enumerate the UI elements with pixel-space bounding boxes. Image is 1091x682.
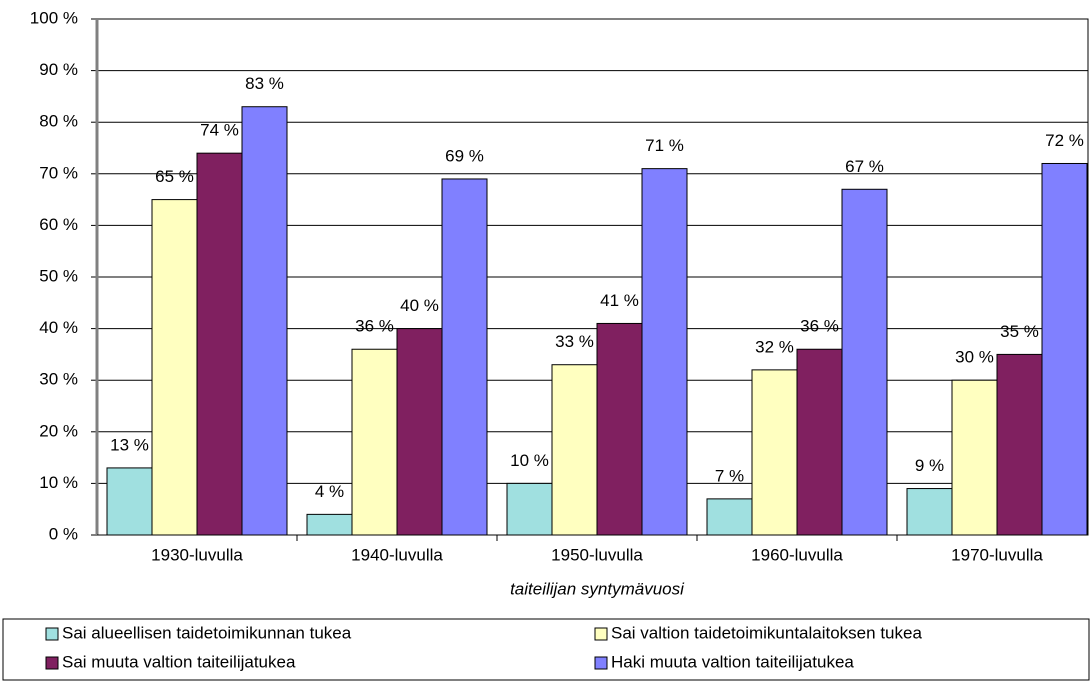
value-label: 13 %: [110, 435, 149, 454]
bar: [506, 482, 553, 536]
bar: [241, 106, 288, 536]
value-label: 69 %: [445, 146, 484, 165]
legend-label: Sai muuta valtion taiteilijatukea: [62, 652, 296, 671]
bar: [351, 348, 398, 536]
bar: [706, 498, 753, 536]
bar: [106, 467, 153, 536]
value-label: 71 %: [645, 136, 684, 155]
value-label: 41 %: [600, 291, 639, 310]
bar: [751, 369, 798, 536]
bar: [151, 199, 198, 536]
bar: [796, 348, 843, 536]
legend-swatch: [594, 627, 608, 641]
value-label: 65 %: [155, 167, 194, 186]
x-tick-label: 1940-luvulla: [351, 545, 443, 564]
x-tick-label: 1960-luvulla: [751, 545, 843, 564]
y-tick-label: 60 %: [39, 215, 78, 234]
y-tick-label: 30 %: [39, 370, 78, 389]
value-label: 4 %: [315, 482, 344, 501]
bar: [1041, 162, 1088, 536]
value-label: 83 %: [245, 74, 284, 93]
legend-box: [2, 618, 1090, 681]
y-tick-label: 100 %: [30, 8, 78, 27]
value-label: 10 %: [510, 451, 549, 470]
value-label: 67 %: [845, 157, 884, 176]
x-tick-label: 1930-luvulla: [151, 545, 243, 564]
y-tick-label: 50 %: [39, 266, 78, 285]
legend-label: Sai alueellisen taidetoimikunnan tukea: [62, 623, 352, 642]
legend-swatch: [594, 656, 608, 670]
y-tick-label: 70 %: [39, 163, 78, 182]
value-label: 30 %: [955, 348, 994, 367]
y-tick-label: 80 %: [39, 112, 78, 131]
bar: [641, 168, 688, 536]
value-label: 36 %: [800, 317, 839, 336]
bar: [306, 513, 353, 536]
value-label: 35 %: [1000, 322, 1039, 341]
y-tick-label: 20 %: [39, 421, 78, 440]
x-tick-label: 1970-luvulla: [951, 545, 1043, 564]
bar: [596, 322, 643, 536]
y-tick-label: 10 %: [39, 473, 78, 492]
value-label: 72 %: [1045, 131, 1084, 150]
legend-swatch: [45, 627, 59, 641]
bar: [396, 328, 443, 536]
bar: [441, 178, 488, 536]
legend-label: Haki muuta valtion taiteilijatukea: [611, 652, 854, 671]
value-label: 40 %: [400, 296, 439, 315]
x-axis-title: taiteilijan syntymävuosi: [510, 579, 685, 598]
value-label: 7 %: [715, 466, 744, 485]
x-tick-label: 1950-luvulla: [551, 545, 643, 564]
value-label: 36 %: [355, 317, 394, 336]
value-label: 33 %: [555, 332, 594, 351]
bar: [841, 188, 888, 536]
bar: [951, 379, 998, 536]
y-tick-label: 90 %: [39, 60, 78, 79]
legend-swatch: [45, 656, 59, 670]
value-label: 32 %: [755, 337, 794, 356]
y-tick-label: 40 %: [39, 318, 78, 337]
bar: [906, 488, 953, 536]
bar: [196, 152, 243, 536]
y-tick-label: 0 %: [49, 524, 78, 543]
value-label: 74 %: [200, 121, 239, 140]
bar: [996, 353, 1043, 536]
bar: [551, 364, 598, 536]
value-label: 9 %: [915, 456, 944, 475]
legend-label: Sai valtion taidetoimikuntalaitoksen tuk…: [611, 623, 922, 642]
